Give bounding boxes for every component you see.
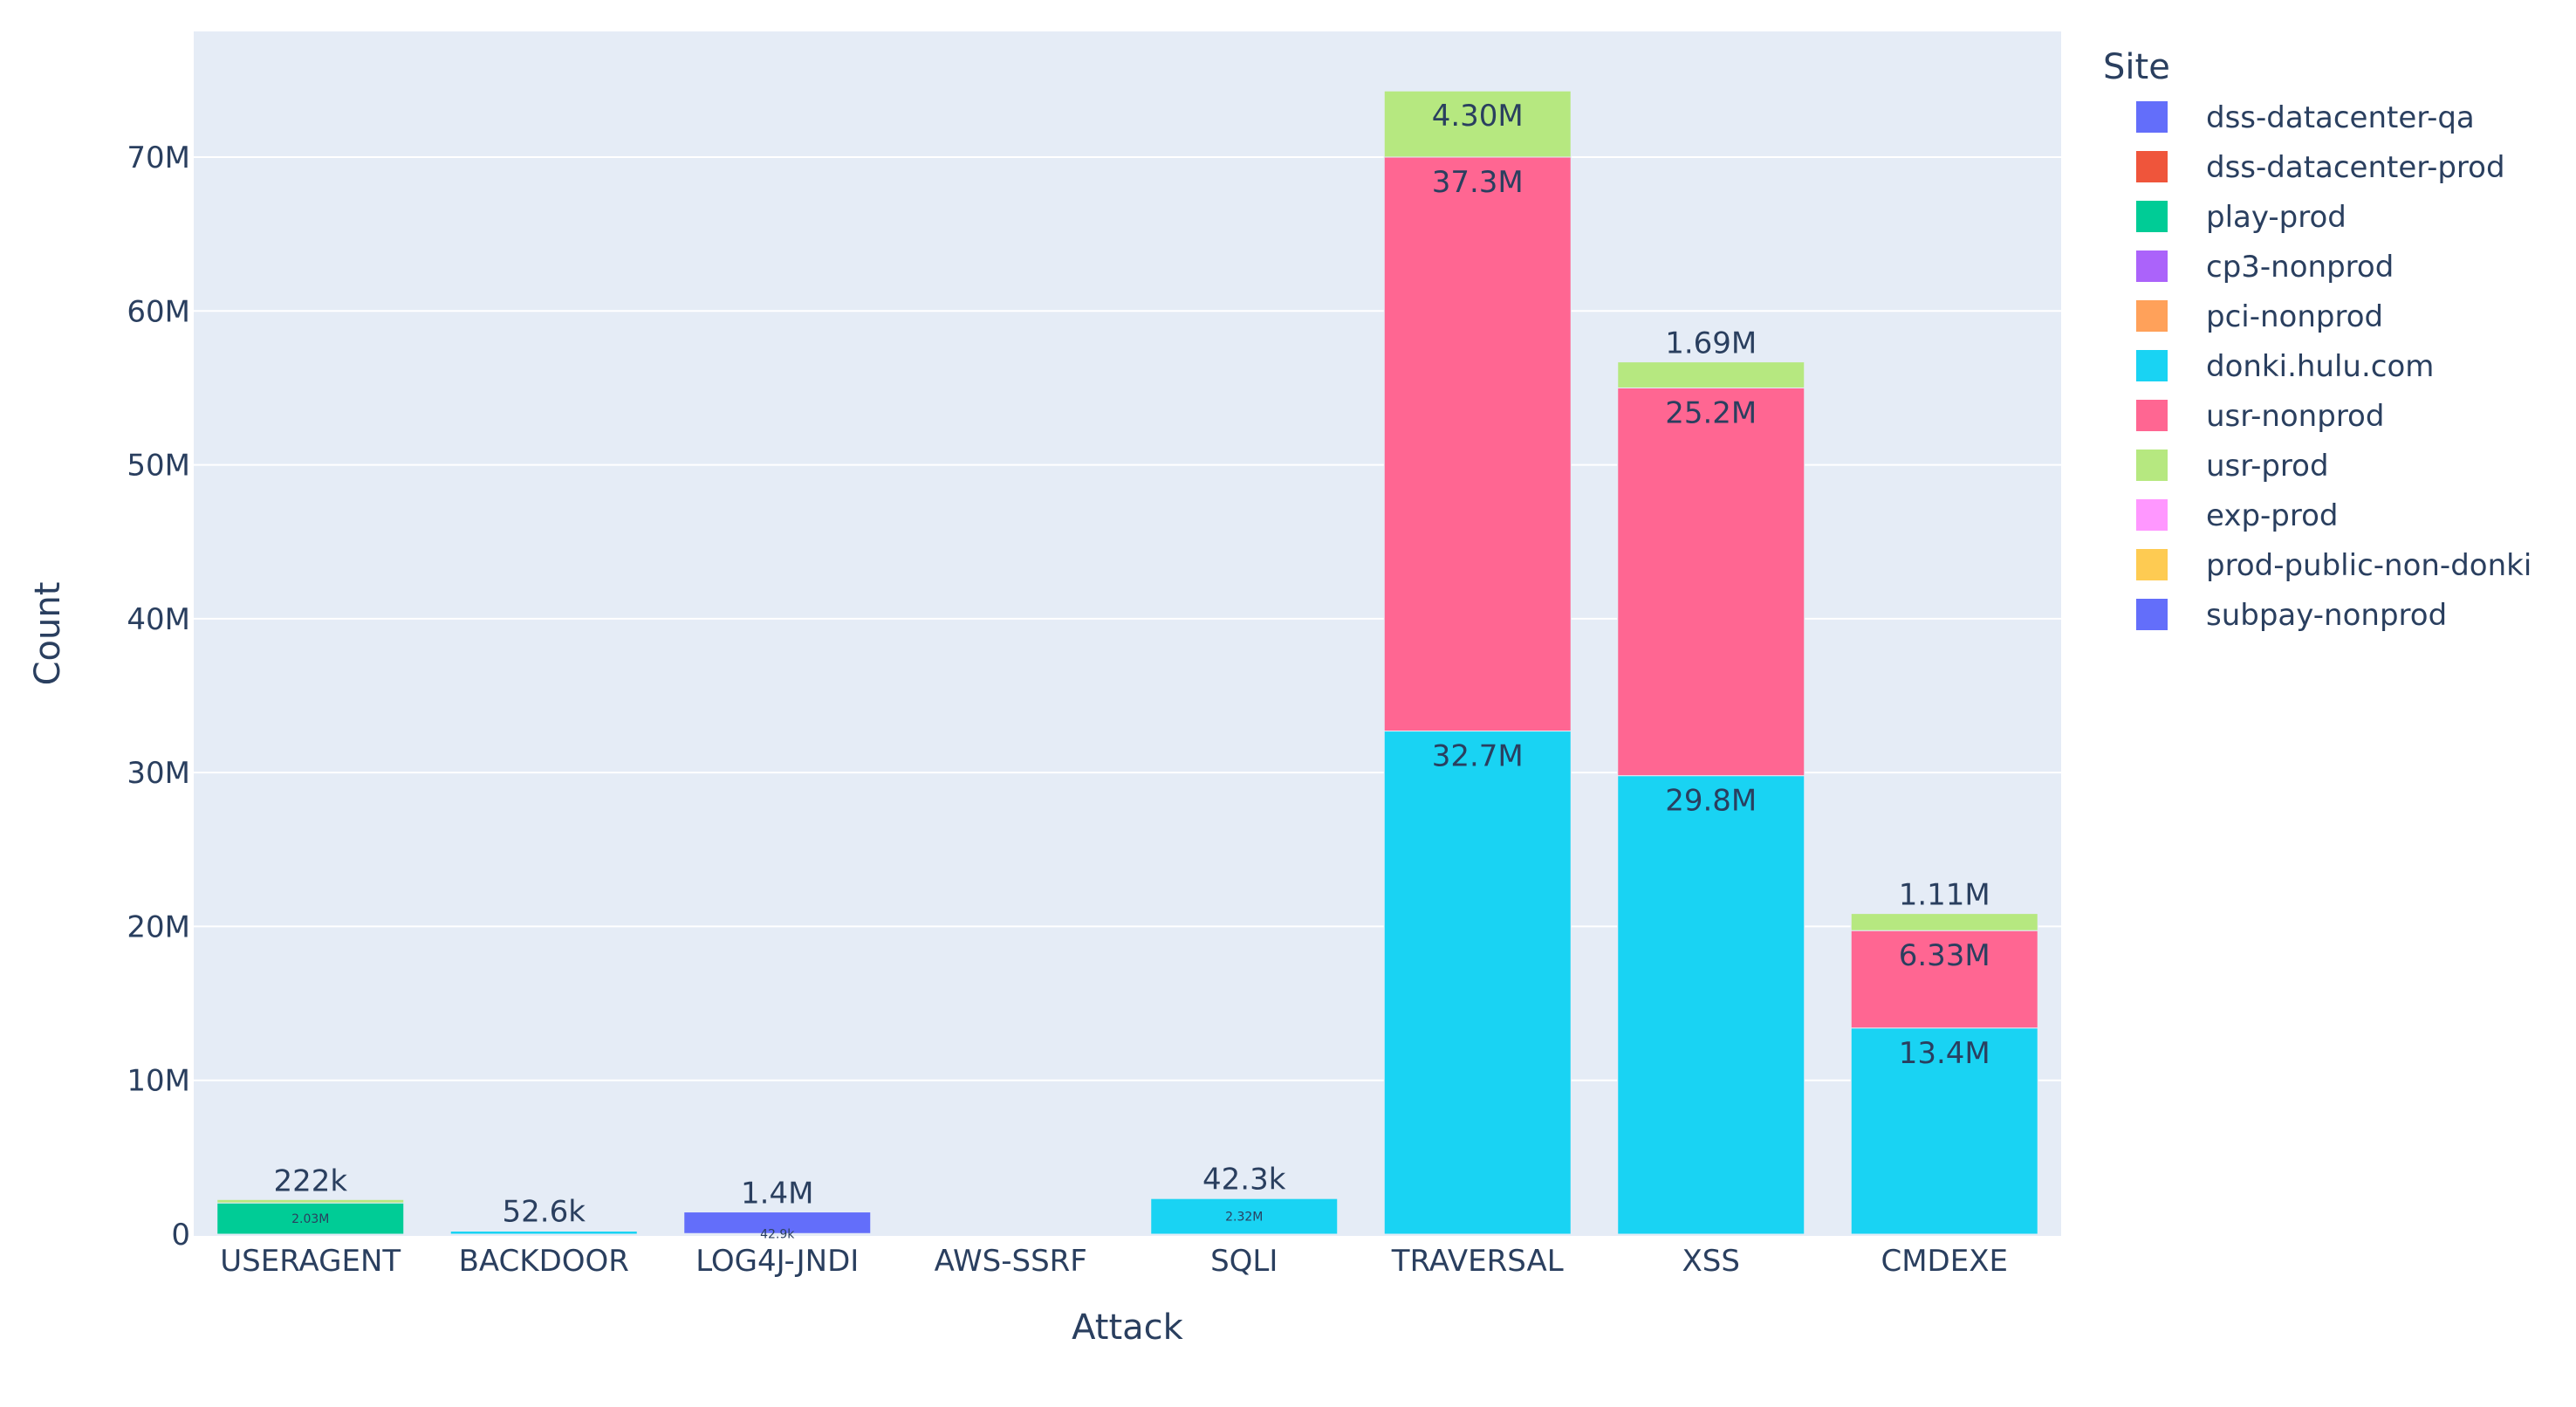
bar-value-label: 6.33M — [1899, 938, 1990, 973]
y-tick-label: 10M — [127, 1064, 190, 1099]
y-tick-label: 70M — [127, 141, 190, 175]
bar-value-label: 1.11M — [1899, 878, 1990, 913]
legend-item-label[interactable]: dss-datacenter-qa — [2206, 100, 2475, 135]
bar-value-label: 29.8M — [1665, 784, 1757, 819]
bar-segment[interactable] — [216, 1198, 405, 1204]
x-tick-label: XSS — [1682, 1244, 1740, 1279]
legend-swatch[interactable] — [2136, 101, 2168, 133]
x-tick-label: BACKDOOR — [459, 1244, 629, 1279]
bar-value-label: 13.4M — [1899, 1036, 1990, 1071]
bar-segment[interactable] — [683, 1211, 872, 1234]
x-tick-label: USERAGENT — [220, 1244, 401, 1279]
legend-swatch[interactable] — [2136, 499, 2168, 531]
y-tick-label: 60M — [127, 294, 190, 329]
bar-segment[interactable] — [1850, 913, 2038, 931]
bars — [216, 90, 2038, 1235]
legend-swatch[interactable] — [2136, 549, 2168, 580]
legend-item-label[interactable]: cp3-nonprod — [2206, 250, 2394, 285]
legend-item-label[interactable]: donki.hulu.com — [2206, 349, 2434, 384]
legend-item-label[interactable]: prod-public-non-donki — [2206, 548, 2531, 583]
bar-segment[interactable] — [1850, 1027, 2038, 1235]
y-tick-label: 20M — [127, 909, 190, 944]
legend-title: Site — [2103, 47, 2170, 87]
bar-segment[interactable] — [1850, 930, 2038, 1029]
gridlines — [194, 156, 2061, 1081]
legend-item-label[interactable]: usr-nonprod — [2206, 399, 2384, 434]
bar-segment[interactable] — [1383, 156, 1572, 732]
bar-segment[interactable] — [449, 1230, 638, 1232]
bar-segment[interactable] — [1617, 775, 1805, 1235]
bar-value-label: 25.2M — [1665, 395, 1757, 430]
bar-segment[interactable] — [1383, 731, 1572, 1235]
y-tick-label: 0 — [171, 1218, 190, 1253]
y-tick-label: 50M — [127, 449, 190, 484]
legend-swatch[interactable] — [2136, 450, 2168, 481]
bar-value-label: 1.4M — [741, 1177, 813, 1211]
bar-segment[interactable] — [1617, 361, 1805, 388]
legend-swatch[interactable] — [2136, 201, 2168, 232]
legend[interactable]: Site dss-datacenter-qa dss-datacenter-pro… — [2103, 47, 2531, 633]
x-tick-label: SQLI — [1210, 1244, 1278, 1279]
legend-swatch[interactable] — [2136, 251, 2168, 282]
y-tick-label: 40M — [127, 602, 190, 637]
bar-value-label: 222k — [273, 1163, 347, 1198]
x-tick-label: TRAVERSAL — [1391, 1244, 1564, 1279]
x-tick-label: LOG4J-JNDI — [695, 1244, 859, 1279]
x-tick-label: CMDEXE — [1881, 1244, 2008, 1279]
legend-swatch[interactable] — [2136, 350, 2168, 381]
bar-segment[interactable] — [1383, 90, 1572, 158]
bar-segment[interactable] — [449, 1230, 638, 1235]
bar-value-label: 4.30M — [1432, 99, 1524, 134]
legend-item-label[interactable]: exp-prod — [2206, 498, 2339, 533]
legend-swatch[interactable] — [2136, 300, 2168, 332]
bar-value-label: 2.32M — [1225, 1211, 1263, 1225]
bar-value-label: 52.6k — [503, 1195, 586, 1230]
legend-item-label[interactable]: pci-nonprod — [2206, 299, 2383, 334]
y-axis-ticks: 0 10M 20M 30M 40M 50M 60M 70M — [127, 141, 190, 1253]
bar-value-label: 42.9k — [760, 1228, 795, 1242]
legend-swatch[interactable] — [2136, 599, 2168, 630]
y-tick-label: 30M — [127, 756, 190, 791]
x-tick-label: AWS-SSRF — [935, 1244, 1087, 1279]
x-axis-title: Attack — [1072, 1307, 1184, 1348]
legend-swatch[interactable] — [2136, 151, 2168, 182]
bar-segment[interactable] — [1617, 387, 1805, 777]
legend-item-label[interactable]: play-prod — [2206, 200, 2346, 235]
x-axis-ticks: USERAGENT BACKDOOR LOG4J-JNDI AWS-SSRF SQLI T… — [220, 1244, 2008, 1279]
bar-value-label: 2.03M — [291, 1212, 329, 1226]
bar-value-label: 32.7M — [1432, 739, 1524, 774]
bar-value-label: 1.69M — [1665, 326, 1757, 361]
bar-value-labels: 2.03M 222k 52.6k 42.9k 1.4M 2.32M 42.3k 32.7M 37… — [273, 99, 1990, 1241]
bar-segment[interactable] — [1150, 1198, 1339, 1235]
bar-value-label: 42.3k — [1202, 1162, 1286, 1197]
bar-value-label: 37.3M — [1432, 165, 1524, 200]
y-axis-title: Count — [28, 582, 68, 686]
legend-item-label[interactable]: subpay-nonprod — [2206, 598, 2447, 633]
legend-item-label[interactable]: dss-datacenter-prod — [2206, 150, 2505, 185]
legend-swatch[interactable] — [2136, 400, 2168, 431]
legend-item-label[interactable]: usr-prod — [2206, 449, 2329, 484]
